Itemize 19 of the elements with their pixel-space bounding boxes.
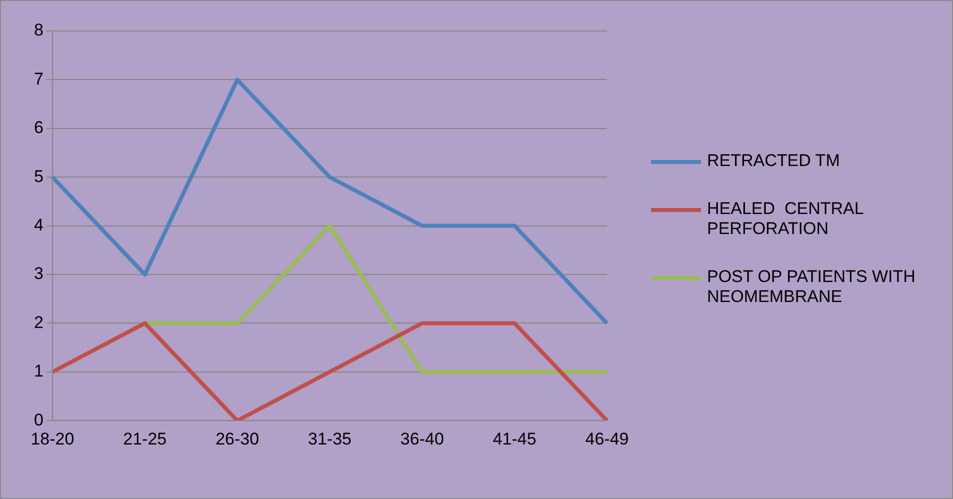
x-tick-label: 36-40: [400, 429, 444, 448]
y-tick-label: 6: [34, 118, 44, 138]
y-tick-label: 1: [34, 362, 44, 381]
y-tick-label: 8: [34, 20, 44, 40]
y-tick-label: 0: [34, 410, 44, 430]
legend-label: POST OP PATIENTS WITH NEOMEMBRANE: [707, 267, 916, 307]
x-tick-label: 46-49: [585, 429, 629, 448]
y-tick-label: 2: [34, 312, 44, 332]
x-tick-label: 31-35: [308, 429, 352, 448]
x-tick-label: 26-30: [216, 429, 260, 448]
y-tick-label: 5: [34, 166, 44, 186]
legend-label: RETRACTED TM: [707, 151, 840, 171]
y-tick-label: 3: [34, 264, 44, 284]
x-tick-label: 41-45: [492, 429, 536, 448]
legend-label: HEALED CENTRAL PERFORATION: [707, 199, 864, 239]
x-tick-label: 18-20: [30, 429, 74, 448]
y-tick-label: 4: [34, 215, 44, 234]
y-tick-label: 7: [34, 69, 44, 88]
x-tick-label: 21-25: [123, 429, 167, 448]
